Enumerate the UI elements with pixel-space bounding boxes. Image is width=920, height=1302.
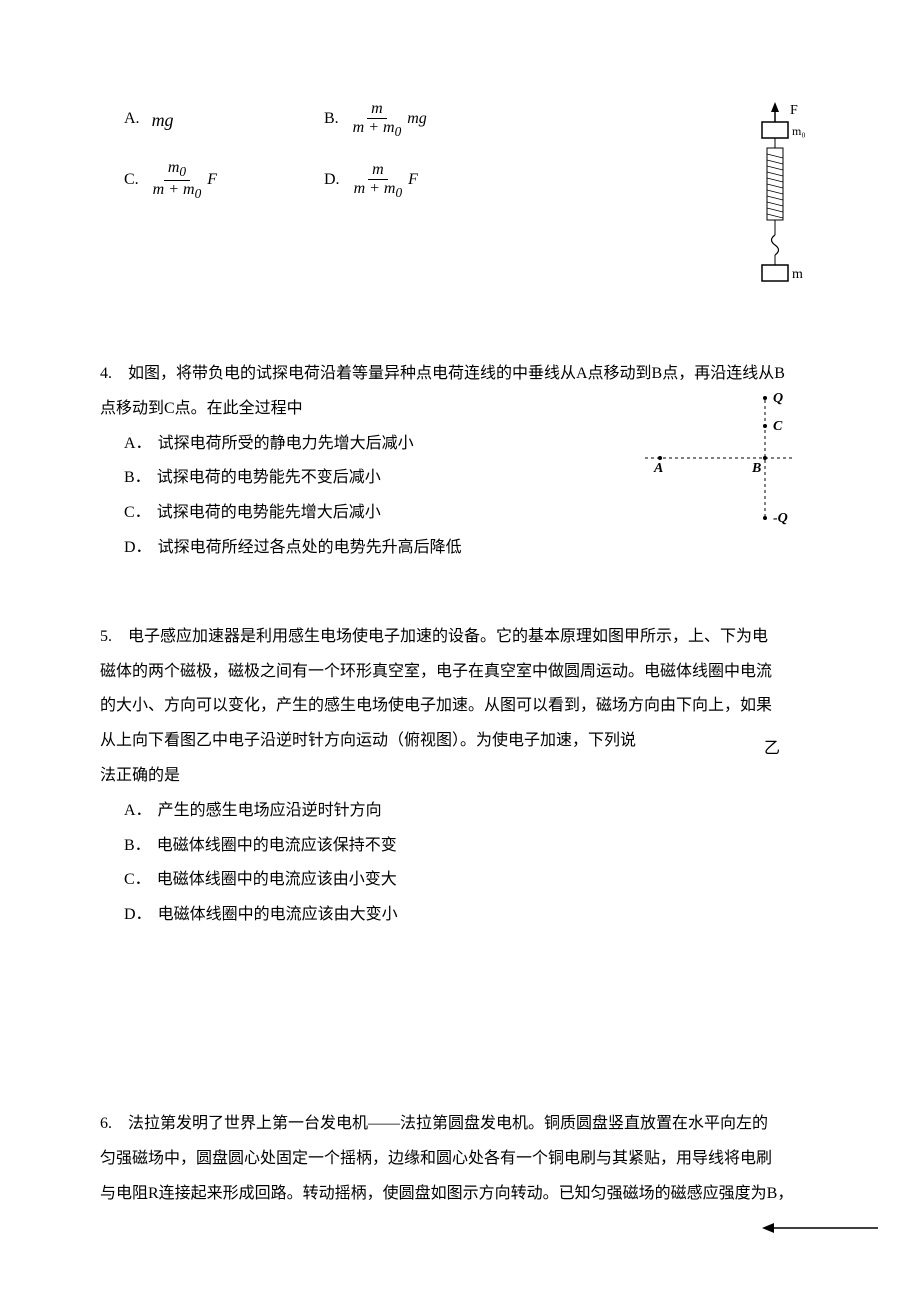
q5-option-c: C．电磁体线圈中的电流应该由小变大 xyxy=(124,866,820,895)
after-term: F xyxy=(408,166,418,195)
q3-option-d: D. m m + m0 F xyxy=(324,161,524,200)
numerator: m xyxy=(368,161,388,180)
field-arrow-icon xyxy=(760,1218,880,1238)
q3-option-c: C. m0 m + m0 F xyxy=(124,159,324,202)
q6-stem: 6. 法拉第发明了世界上第一台发电机——法拉第圆盘发电机。铜质圆盘竖直放置在水平… xyxy=(100,1110,820,1139)
option-expression: mg xyxy=(152,104,174,136)
question-number: 4. xyxy=(100,365,112,382)
q3-option-b: B. m m + m0 mg xyxy=(324,100,524,139)
question-6: 6. 法拉第发明了世界上第一台发电机——法拉第圆盘发电机。铜质圆盘竖直放置在水平… xyxy=(100,1110,820,1208)
q5-option-a: A．产生的感生电场应沿逆时针方向 xyxy=(124,797,820,826)
numerator: m0 xyxy=(164,159,190,181)
question-number: 5. xyxy=(100,628,112,645)
fraction: m0 m + m0 xyxy=(149,159,206,202)
numerator: m xyxy=(367,100,387,119)
question-number: 6. xyxy=(100,1115,112,1132)
svg-text:Q: Q xyxy=(773,391,783,406)
figure-yi-label: 乙 xyxy=(764,735,780,764)
svg-text:B: B xyxy=(751,461,761,476)
svg-text:-Q: -Q xyxy=(773,511,788,526)
stem-line: 匀强磁场中，圆盘圆心处固定一个摇柄，边缘和圆心处各有一个铜电刷与其紧贴，用导线将… xyxy=(100,1145,820,1174)
question-3-options: A. mg B. m m + m0 mg C. m0 m + m0 F xyxy=(100,100,820,300)
q3-options-grid: A. mg B. m m + m0 mg C. m0 m + m0 F xyxy=(124,100,820,202)
stem-line: 法拉第发明了世界上第一台发电机——法拉第圆盘发电机。铜质圆盘竖直放置在水平向左的 xyxy=(128,1115,768,1132)
after-term: F xyxy=(207,166,217,195)
svg-text:A: A xyxy=(653,461,663,476)
stem-line: 的大小、方向可以变化，产生的感生电场使电子加速。从图可以看到，磁场方向由下向上，… xyxy=(100,692,820,721)
spring-mass-figure: F m₀ m xyxy=(730,100,820,300)
option-letter: B. xyxy=(324,105,339,134)
q4-stem: 4. 如图，将带负电的试探电荷沿着等量异种点电荷连线的中垂线从A点移动到B点，再… xyxy=(100,360,820,389)
question-4: 4. 如图，将带负电的试探电荷沿着等量异种点电荷连线的中垂线从A点移动到B点，再… xyxy=(100,360,820,563)
q5-stem: 5. 电子感应加速器是利用感生电场使电子加速的设备。它的基本原理如图甲所示，上、… xyxy=(100,623,820,652)
option-letter: D. xyxy=(324,166,340,195)
stem-line: 磁体的两个磁极，磁极之间有一个环形真空室，电子在真空室中做圆周运动。电磁体线圈中… xyxy=(100,658,820,687)
fraction: m m + m0 xyxy=(349,100,406,139)
stem-line: 如图，将带负电的试探电荷沿着等量异种点电荷连线的中垂线从A点移动到B点，再沿连线… xyxy=(128,365,785,382)
denominator: m + m0 xyxy=(149,181,206,202)
svg-text:C: C xyxy=(773,419,783,434)
stem-line: 与电阻R连接起来形成回路。转动摇柄，使圆盘如图示方向转动。已知匀强磁场的磁感应强… xyxy=(100,1180,820,1209)
option-letter: A. xyxy=(124,105,140,134)
stem-line: 从上向下看图乙中电子沿逆时针方向运动（俯视图）。为使电子加速，下列说 xyxy=(100,727,820,756)
fraction: m m + m0 xyxy=(350,161,407,200)
charge-dipole-figure: Q C A B -Q xyxy=(640,388,800,528)
option-letter: C. xyxy=(124,166,139,195)
q4-option-d: D．试探电荷所经过各点处的电势先升高后降低 xyxy=(124,534,820,563)
mass-m0-label: m₀ xyxy=(792,124,806,138)
mass-m-label: m xyxy=(792,267,803,282)
stem-line: 法正确的是 xyxy=(100,762,820,791)
stem-line: 电子感应加速器是利用感生电场使电子加速的设备。它的基本原理如图甲所示，上、下为电 xyxy=(128,628,768,645)
denominator: m + m0 xyxy=(350,180,407,201)
q5-option-d: D．电磁体线圈中的电流应该由大变小 xyxy=(124,901,820,930)
q3-option-a: A. mg xyxy=(124,104,324,136)
question-5: 5. 电子感应加速器是利用感生电场使电子加速的设备。它的基本原理如图甲所示，上、… xyxy=(100,623,820,930)
q5-option-b: B．电磁体线圈中的电流应该保持不变 xyxy=(124,832,820,861)
after-term: mg xyxy=(407,105,427,134)
force-label: F xyxy=(790,103,798,118)
denominator: m + m0 xyxy=(349,119,406,140)
